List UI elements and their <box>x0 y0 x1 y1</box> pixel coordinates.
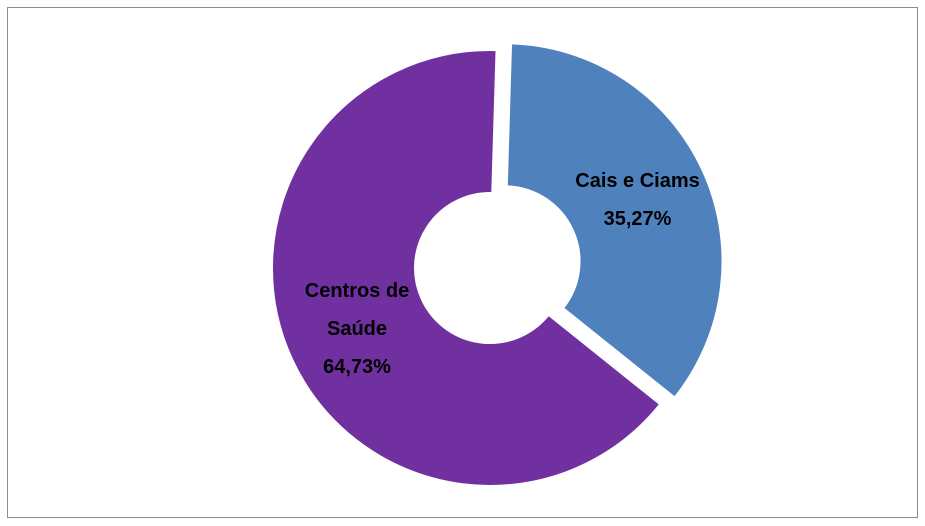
data-label: Centros de Saúde 64,73% <box>272 272 442 386</box>
value-label: 35,27% <box>603 207 672 230</box>
category-label: Cais e Ciams <box>575 169 700 192</box>
value-label: 64,73% <box>323 356 391 379</box>
category-label: Centros de Saúde <box>304 280 410 341</box>
data-label: Cais e Ciams 35,27% <box>553 162 723 238</box>
donut-slice <box>271 49 662 487</box>
donut-slice <box>505 42 724 399</box>
